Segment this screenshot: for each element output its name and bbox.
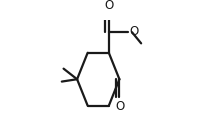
Text: O: O [115, 100, 125, 113]
Text: O: O [129, 25, 139, 38]
Text: O: O [105, 0, 114, 12]
